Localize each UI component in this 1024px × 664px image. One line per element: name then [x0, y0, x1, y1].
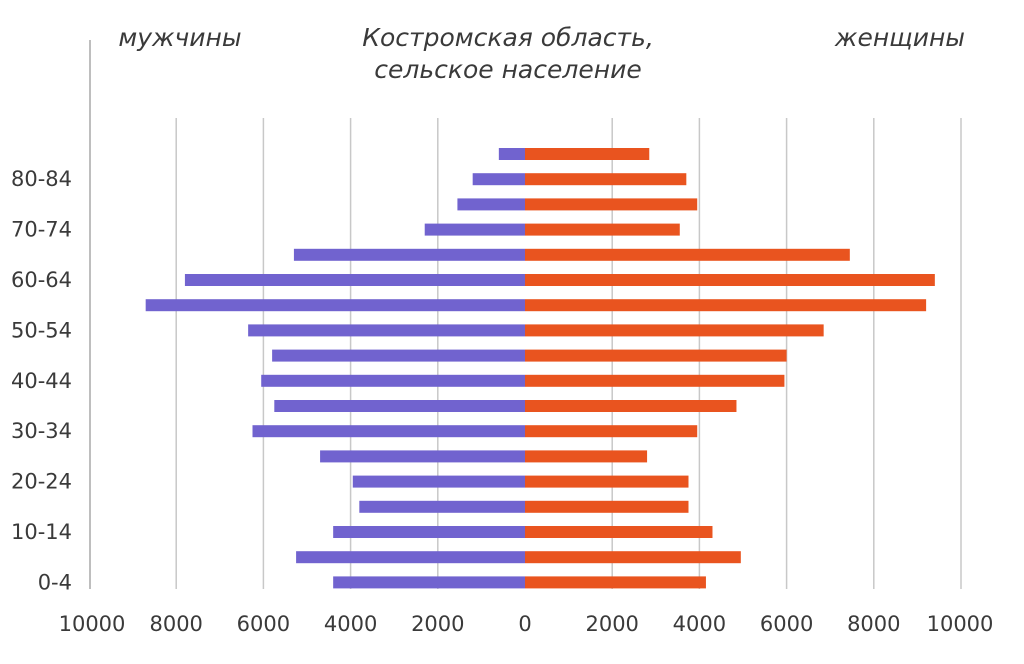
y-tick-label: 20-24	[11, 470, 72, 494]
bar-women-5-9	[525, 551, 741, 564]
x-tick-label: 2000	[585, 612, 638, 636]
bar-men-50-54	[248, 324, 525, 337]
bar-men-65-69	[293, 248, 525, 261]
y-tick-label: 40-44	[11, 369, 72, 393]
bar-women-30-34	[525, 425, 698, 438]
bar-women-80-84	[525, 173, 687, 186]
bar-women-20-24	[525, 475, 689, 488]
y-tick-label: 80-84	[11, 167, 72, 191]
y-tick-label: 30-34	[11, 419, 72, 443]
bar-women-15-19	[525, 500, 689, 513]
y-tick-label: 70-74	[11, 218, 72, 242]
bar-women-70-74	[525, 223, 680, 236]
x-tick-label: 10000	[59, 612, 126, 636]
bar-men-10-14	[333, 526, 525, 538]
chart-title-line-1: Костромская область,	[362, 23, 654, 52]
chart-title-line-2: сельское население	[374, 55, 641, 84]
bar-men-0-4	[333, 576, 525, 589]
x-tick-label: 8000	[149, 612, 202, 636]
x-tick-labels: 10000 8000 6000 4000 2000 0 2000 4000 6000 8000 10…	[59, 612, 994, 636]
bar-men-5-9	[296, 551, 525, 564]
y-tick-label: 60-64	[11, 268, 72, 292]
bar-men-25-29	[320, 450, 525, 463]
x-tick-label: 2000	[411, 612, 464, 636]
bar-men-20-24	[352, 475, 525, 488]
bar-women-50-54	[525, 324, 824, 337]
bar-men-85+	[498, 148, 525, 160]
y-tick-label: 10-14	[11, 520, 72, 544]
x-tick-label: 10000	[927, 612, 994, 636]
bar-women-75-79	[525, 198, 698, 211]
bar-women-10-14	[525, 526, 713, 538]
x-tick-label: 4000	[673, 612, 726, 636]
bar-women-0-4	[525, 576, 706, 589]
right-label-women: женщины	[834, 23, 965, 52]
y-tick-label: 50-54	[11, 318, 72, 342]
x-tick-label: 0	[518, 612, 531, 636]
y-tick-labels: 0-4 10-14 20-24 30-34 40-44 50-54 60-64 70-74 80…	[11, 167, 72, 594]
left-label-men: мужчины	[118, 23, 241, 52]
bar-women-55-59	[525, 299, 927, 312]
x-tick-label: 4000	[324, 612, 377, 636]
bar-women-35-39	[525, 400, 737, 412]
bar-women-60-64	[525, 274, 935, 286]
bar-men-60-64	[184, 274, 526, 286]
bar-men-55-59	[145, 299, 525, 312]
x-tick-label: 6000	[237, 612, 290, 636]
bar-women-25-29	[525, 450, 648, 463]
x-tick-label: 8000	[847, 612, 900, 636]
bar-men-80-84	[472, 173, 525, 186]
bar-men-15-19	[359, 500, 525, 513]
bar-men-30-34	[252, 425, 525, 438]
bar-men-45-49	[272, 349, 525, 362]
bars	[145, 148, 935, 589]
x-tick-label: 6000	[760, 612, 813, 636]
bar-women-45-49	[525, 349, 787, 362]
y-tick-label: 0-4	[38, 570, 72, 594]
bar-women-40-44	[525, 374, 785, 387]
bar-men-40-44	[261, 374, 525, 387]
bar-men-70-74	[424, 223, 525, 236]
bar-men-35-39	[274, 400, 525, 412]
bar-women-85+	[525, 148, 650, 160]
bar-men-75-79	[457, 198, 525, 211]
bar-women-65-69	[525, 248, 850, 261]
